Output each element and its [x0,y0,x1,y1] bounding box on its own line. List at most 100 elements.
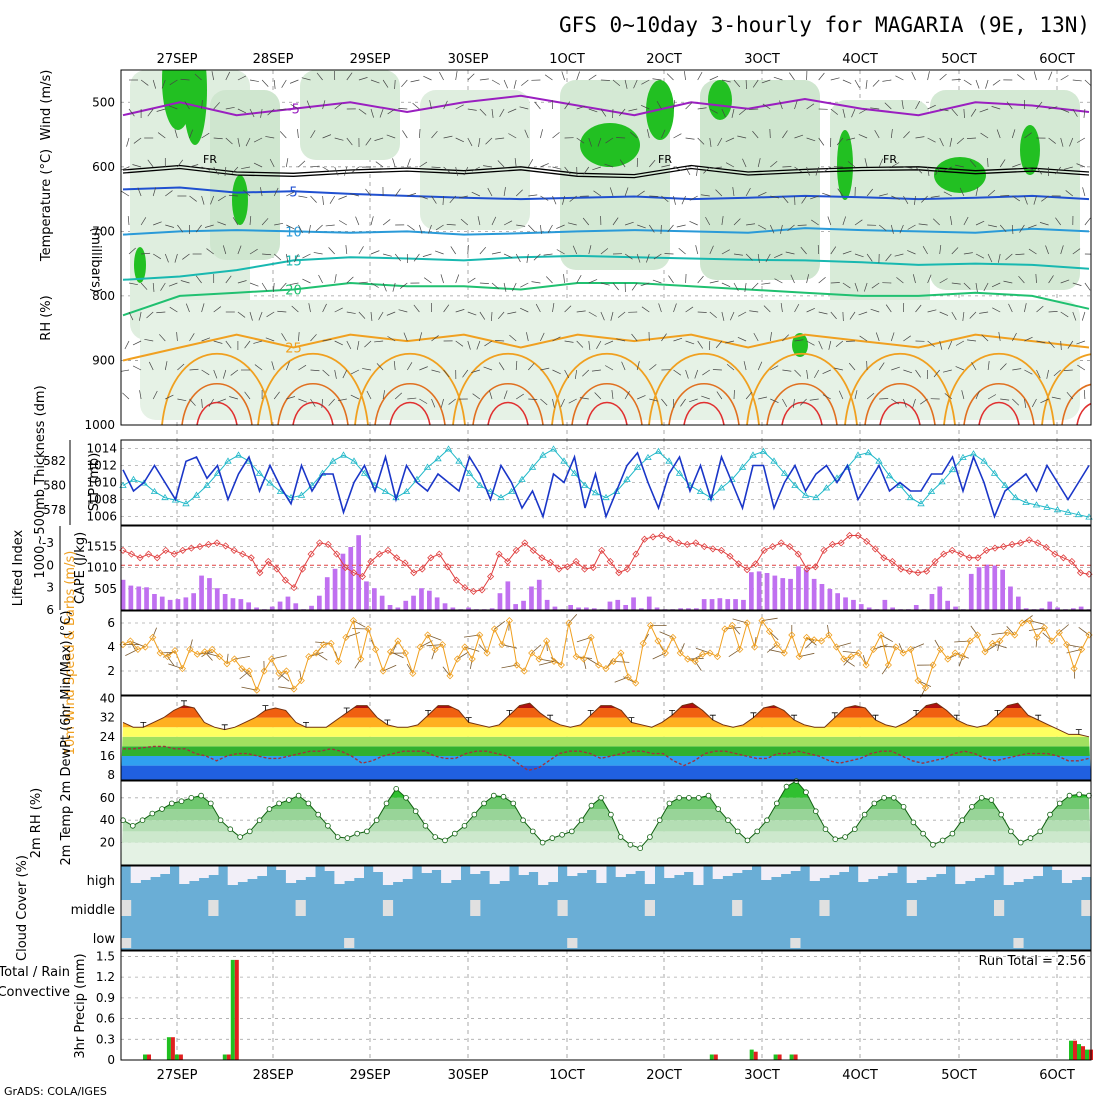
wind-barb [455,166,458,176]
lifted-index-point [1017,539,1025,547]
wind-barb [164,361,168,371]
wind-barb [540,163,549,168]
lifted-index-point [897,565,905,573]
wind-barb [413,304,420,313]
isotherm-30-arc [746,353,858,425]
wind-speed-point [297,677,305,685]
date-label-bottom: 30SEP [448,1068,489,1083]
wind-barb [412,102,420,110]
wind-barb [649,224,655,233]
wind-barb [689,398,698,403]
isotherm-40-arc [781,401,823,425]
wind-barb [253,137,263,143]
wind-barb [177,224,184,233]
cloud-high-gap [188,866,200,881]
thickness-point [1032,501,1041,508]
wind-barb [600,108,607,117]
thickness-point [833,474,841,481]
rh-point [451,830,458,837]
lifted-index-point [931,557,939,566]
wind-barb [507,311,517,315]
thickness-point [339,451,348,458]
wind-barb [911,71,916,81]
cloud-high-gap [615,866,626,877]
wind-barb [528,362,535,371]
precip-total-bar [222,1054,227,1060]
wind-barb [673,337,683,342]
wind-barb [394,253,402,262]
rh-point [344,835,351,841]
wind-barb [471,369,481,373]
wind-barb [479,282,489,284]
lifted-index-point [948,546,956,554]
wind-barb [443,369,450,378]
wind-barb [854,219,863,226]
wind-barb [1018,275,1025,284]
wind-barb [697,71,703,81]
wind-barb [419,224,423,234]
rh-point [588,802,595,809]
wind-barb [1054,166,1061,175]
thickness-point [507,487,516,494]
wind-barb [310,165,320,168]
li-tick: 6 [46,603,54,617]
wind-speed-point [684,655,692,663]
wind-speed-point [699,650,707,658]
wind-barb [443,100,448,110]
wind-barb [449,195,456,204]
lifted-index-point [427,554,435,562]
wind-barb [446,224,456,226]
wind-barb [636,361,640,371]
wind-barb [358,281,368,284]
wind-barb [507,108,517,113]
lifted-index-point [410,569,418,577]
precip-legend-total: Total / Rain [0,965,70,980]
rh-point [773,800,780,807]
wind-barb [1083,389,1086,400]
wind-barb [667,224,674,233]
wind-barb [890,224,894,234]
wind-barb [835,340,844,348]
footer-credit: GrADS: COLA/IGES [4,1085,107,1098]
wind-barb [440,274,444,284]
wind-speed-point [944,655,952,663]
cloud-high-gap [1061,866,1073,883]
rh-shading [420,90,530,230]
wind-barb [870,107,880,110]
wind-barb [121,190,130,197]
cape-bar [749,572,754,610]
wind-barb [540,332,545,342]
wind-barb [177,363,185,371]
precip-convective-bar [226,1054,231,1060]
rh-point [510,800,517,807]
wind-barb [460,218,469,226]
wind-barb [334,340,343,346]
wind-barb [842,108,846,118]
wind-barb [345,245,348,255]
wind-speed-point [216,653,224,661]
cape-label: CAPE (J/kg) [73,532,88,604]
thickness-point [1053,506,1062,513]
wind-barb [685,166,691,176]
wind-barb [818,137,825,146]
wind-barb [732,187,735,197]
wind-barb [552,132,560,139]
wind-barb [983,282,989,292]
wind-barb [365,137,372,146]
cloud-middle-gap [644,900,655,916]
wind-barb [576,340,584,348]
wind-speed-point [825,631,833,639]
wind-barb [971,362,977,371]
wind-speed-point [1011,631,1019,639]
wind-barb [799,398,807,406]
wind-barb [497,311,505,320]
wind-barb [401,79,408,88]
wind-barb-10m [679,643,685,654]
wind-barb [508,133,517,139]
date-label-bottom: 2OCT [646,1068,682,1083]
wind-barb [146,311,154,319]
wind-speed-point [171,647,179,655]
wind-barb [774,278,783,284]
wind-barb [428,224,432,234]
wind-barb [273,253,282,261]
